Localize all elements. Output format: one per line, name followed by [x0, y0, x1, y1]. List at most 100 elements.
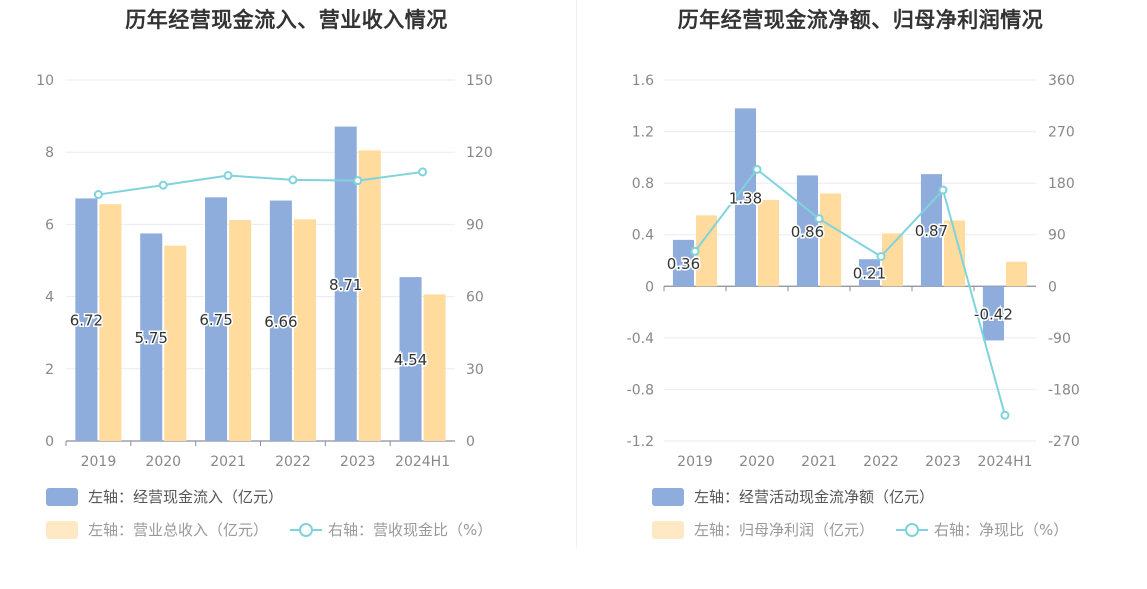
left-axis-tick-label: -0.4: [627, 331, 654, 347]
legend-label: 左轴：经营现金流入（亿元）: [88, 488, 284, 506]
bar-series-2: [882, 233, 904, 287]
chart-title: 历年经营现金流净额、归母净利润情况: [677, 8, 1044, 32]
left-axis-tick-label: -1.2: [627, 434, 654, 450]
line-point: [690, 246, 700, 256]
legend-row-2: 左轴：归母净利润（亿元） 右轴：净现比（%）: [652, 519, 1068, 540]
bar-series-1: [858, 259, 880, 287]
data-label: 6.72: [70, 312, 103, 330]
bar-series-2: [99, 204, 122, 441]
line-point: [1000, 410, 1010, 420]
right-axis-tick-label: 0: [466, 434, 475, 450]
chart-plot: -1.2 -0.8 -0.4 0 0.4 0.8 1.2 1.6 -270 -180 -90 0 90 1…: [627, 73, 1080, 470]
legend-label: 左轴：经营活动现金流净额（亿元）: [694, 488, 935, 506]
x-axis-tick-label: 2021: [210, 454, 246, 470]
left-axis-tick-label: 2: [45, 362, 54, 378]
legend-row-2: 左轴：营业总收入（亿元） 右轴：营收现金比（%）: [46, 519, 492, 540]
left-axis-tick-label: -0.8: [627, 382, 654, 398]
left-axis-tick-label: 4: [45, 290, 54, 306]
bar-series-1: [75, 198, 98, 441]
left-axis-tick-label: 0.8: [632, 176, 654, 192]
bar-series-1: [920, 174, 942, 287]
x-axis-tick-label: 2024H1: [395, 454, 450, 470]
line-point: [288, 175, 298, 185]
line-point: [876, 251, 886, 261]
bar-series-2: [944, 220, 966, 287]
bar-series-2: [293, 219, 316, 441]
line-point: [158, 180, 168, 190]
x-axis-tick-label: 2021: [801, 454, 837, 470]
bar-series-2: [820, 193, 842, 287]
bar-series-2: [358, 150, 381, 441]
data-label: 8.71: [329, 276, 362, 294]
right-axis-tick-label: 90: [466, 217, 484, 233]
bar-series-1: [796, 175, 818, 287]
x-axis-tick-label: 2019: [81, 454, 117, 470]
legend-item-bar2[interactable]: 左轴：营业总收入（亿元）: [88, 521, 269, 539]
legend-item-line[interactable]: 右轴：净现比（%）: [934, 521, 1069, 539]
data-label: 6.66: [264, 313, 297, 331]
left-axis-tick-label: 6: [45, 217, 54, 233]
left-axis-tick-label: 1.6: [632, 73, 654, 89]
bar-series-2: [1006, 261, 1028, 287]
x-axis-tick-label: 2022: [275, 454, 311, 470]
data-label: 0.21: [853, 265, 886, 283]
chart-title: 历年经营现金流入、营业收入情况: [125, 8, 448, 32]
right-axis-tick-label: -90: [1048, 331, 1071, 347]
x-axis-tick-label: 2023: [340, 454, 376, 470]
panel-divider: [576, 0, 577, 548]
data-label: 0.87: [915, 222, 948, 240]
line-point: [752, 164, 762, 174]
legend-swatch: [46, 487, 78, 506]
left-axis-tick-label: 0: [45, 434, 54, 450]
x-axis-tick-label: 2019: [677, 454, 713, 470]
data-label: 1.38: [729, 189, 762, 207]
right-axis-tick-label: 0: [1048, 279, 1057, 295]
legend-item-bar1[interactable]: 左轴：经营活动现金流净额（亿元）: [652, 486, 934, 507]
bar-series-1: [399, 277, 422, 441]
line-point: [223, 171, 233, 181]
right-axis-tick-label: 360: [1048, 73, 1075, 89]
bar-series-1: [982, 286, 1004, 341]
line-point: [353, 176, 363, 186]
chart-panel-net-cash: 历年经营现金流净额、归母净利润情况 -1.2 -0.8 -0.4 0 0.4 0.8 1.2…: [574, 0, 1147, 589]
bar-series-1: [672, 239, 694, 287]
x-axis-tick-label: 2020: [739, 454, 775, 470]
right-axis-tick-label: 90: [1048, 228, 1066, 244]
legend-item-bar1[interactable]: 左轴：经营现金流入（亿元）: [46, 486, 283, 507]
x-axis-tick-label: 2022: [863, 454, 899, 470]
right-axis-tick-label: 30: [466, 362, 484, 378]
x-axis-tick-label: 2020: [145, 454, 181, 470]
bar-series-1: [734, 108, 756, 287]
right-axis-tick-label: 180: [1048, 176, 1075, 192]
data-label: 0.86: [791, 223, 824, 241]
bar-series-2: [229, 220, 252, 441]
bar-series-2: [423, 294, 446, 441]
bar-series-2: [696, 215, 718, 287]
bar-series-1: [334, 126, 357, 441]
right-axis-tick-label: 150: [466, 73, 493, 89]
right-axis-tick-label: -180: [1048, 382, 1080, 398]
legend-swatch: [652, 520, 684, 539]
line-point: [938, 185, 948, 195]
data-label: 5.75: [135, 329, 168, 347]
bar-series-1: [140, 233, 163, 441]
legend-item-bar2[interactable]: 左轴：归母净利润（亿元）: [694, 521, 875, 539]
legend-item-line[interactable]: 右轴：营收现金比（%）: [328, 521, 493, 539]
right-axis-tick-label: 270: [1048, 125, 1075, 141]
right-axis-tick-label: 60: [466, 290, 484, 306]
data-label: 0.36: [667, 255, 700, 273]
right-axis-tick-label: 120: [466, 145, 493, 161]
data-label: -0.42: [974, 305, 1013, 323]
legend-line-icon: [896, 521, 929, 539]
left-axis-tick-label: 0.4: [632, 228, 654, 244]
right-axis-tick-label: -270: [1048, 434, 1080, 450]
bar-series-1: [205, 197, 228, 441]
line-point: [814, 214, 824, 224]
bar-series-2: [164, 245, 187, 441]
left-axis-tick-label: 8: [45, 145, 54, 161]
left-axis-tick-label: 0: [645, 279, 654, 295]
x-axis-tick-label: 2023: [925, 454, 961, 470]
chart-plot: 0 2 4 6 8 10 0 30 60 90 120 150 2019 2020 2021 2022 2023…: [36, 73, 493, 470]
legend-line-icon: [290, 521, 323, 539]
line-point: [93, 190, 103, 200]
